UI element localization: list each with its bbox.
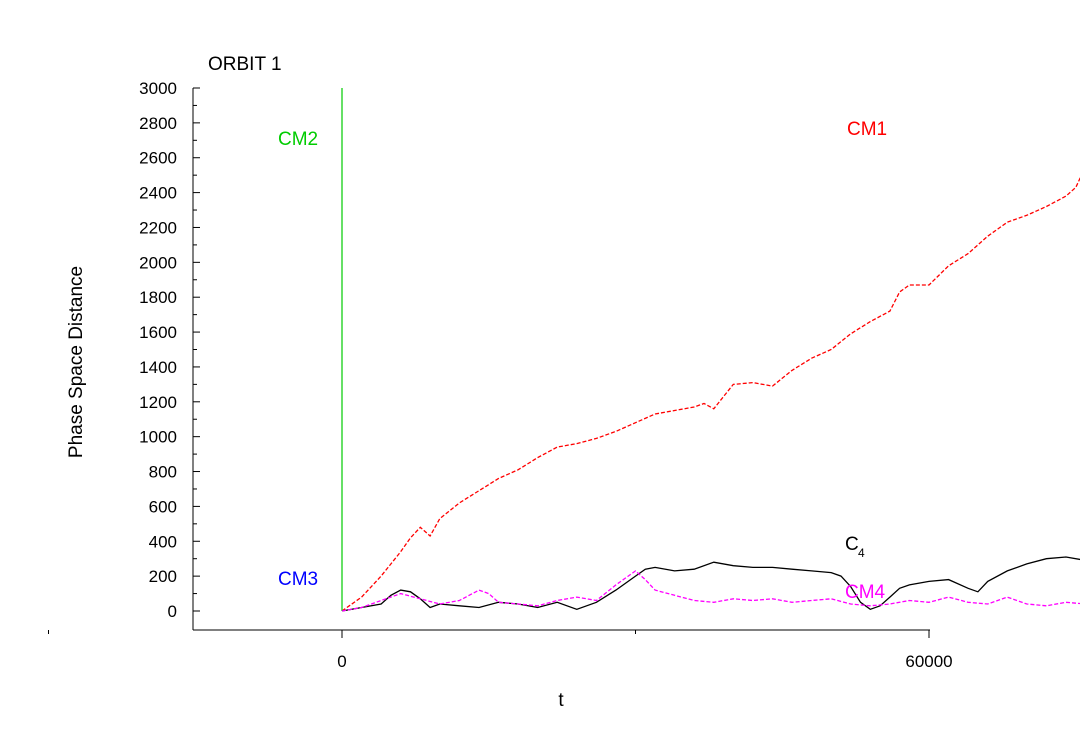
cm4-label: CM4: [845, 582, 886, 603]
y-tick-label: 1200: [139, 393, 177, 412]
y-tick-label: 800: [149, 463, 177, 482]
y-tick-label: 2000: [139, 253, 177, 272]
c4-label: C: [845, 534, 859, 555]
x-tick-label: 60000: [905, 652, 952, 671]
y-tick-label: 1600: [139, 323, 177, 342]
series-cm1-line: [341, 176, 1080, 612]
y-tick-label: 1800: [139, 288, 177, 307]
y-tick-label: 1400: [139, 358, 177, 377]
y-tick-label: 2200: [139, 218, 177, 237]
x-tick-label: 0: [337, 652, 346, 671]
y-tick-label: 600: [149, 497, 177, 516]
cm3-label: CM3: [278, 569, 318, 590]
y-tick-label: 2800: [139, 114, 177, 133]
y-tick-label: 200: [149, 567, 177, 586]
x-axis-label: t: [558, 690, 564, 711]
y-tick-label: 0: [168, 602, 177, 621]
cm2-label: CM2: [278, 129, 318, 150]
series-group: [341, 88, 1080, 612]
c4-subscript: 4: [858, 546, 865, 560]
y-axis-label: Phase Space Distance: [66, 266, 87, 458]
cm1-label: CM1: [847, 119, 887, 140]
x-ticks: 060000120000: [48, 630, 953, 671]
y-tick-label: 2400: [139, 184, 177, 203]
y-tick-label: 2600: [139, 149, 177, 168]
y-tick-label: 3000: [139, 79, 177, 98]
series-cm4-line: [341, 570, 1080, 612]
y-tick-label: 1000: [139, 428, 177, 447]
series-c4-line: [341, 556, 1080, 612]
y-tick-label: 400: [149, 532, 177, 551]
y-ticks: 0 200 400 600 800 1000 1200 1400 1600 1800 2000 220…: [139, 79, 200, 621]
chart-title: ORBIT 1: [208, 54, 282, 75]
